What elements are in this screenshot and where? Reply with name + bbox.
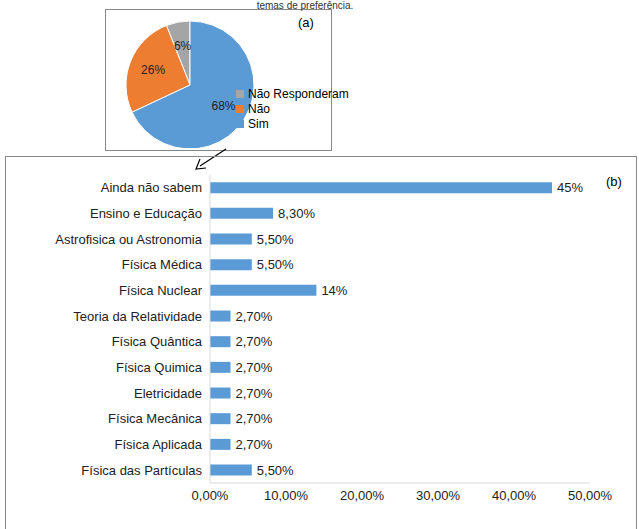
svg-text:30,00%: 30,00% xyxy=(416,488,461,503)
svg-text:Física Médica: Física Médica xyxy=(122,257,203,272)
svg-text:Física das Partículas: Física das Partículas xyxy=(81,463,202,478)
svg-text:20,00%: 20,00% xyxy=(340,488,385,503)
svg-text:5,50%: 5,50% xyxy=(257,232,294,247)
svg-text:2,70%: 2,70% xyxy=(236,360,273,375)
svg-text:45%: 45% xyxy=(557,180,583,195)
svg-text:Física Nuclear: Física Nuclear xyxy=(119,283,203,298)
svg-text:0,00%: 0,00% xyxy=(192,488,229,503)
svg-text:6%: 6% xyxy=(174,39,192,53)
svg-text:68%: 68% xyxy=(211,99,235,113)
svg-text:Eletricidade: Eletricidade xyxy=(134,386,202,401)
svg-text:5,50%: 5,50% xyxy=(257,257,294,272)
svg-text:10,00%: 10,00% xyxy=(264,488,309,503)
svg-text:8,30%: 8,30% xyxy=(278,206,315,221)
svg-text:Astrofisica ou Astronomia: Astrofisica ou Astronomia xyxy=(55,232,202,247)
html-text:Não: Não xyxy=(248,101,270,116)
svg-text:Física Aplicada: Física Aplicada xyxy=(115,437,203,452)
svg-text:Física Mecânica: Física Mecânica xyxy=(108,411,203,426)
html-text:temas de preferência.: temas de preferência. xyxy=(256,0,354,11)
svg-text:2,70%: 2,70% xyxy=(236,309,273,324)
html-text:Sim: Sim xyxy=(248,116,269,131)
svg-text:Física Quântica: Física Quântica xyxy=(112,334,203,349)
svg-text:Ainda não sabem: Ainda não sabem xyxy=(101,180,202,195)
svg-text:2,70%: 2,70% xyxy=(236,437,273,452)
svg-text:26%: 26% xyxy=(141,63,165,77)
svg-text:50,00%: 50,00% xyxy=(568,488,613,503)
svg-text:Física Quimica: Física Quimica xyxy=(116,360,203,375)
svg-text:2,70%: 2,70% xyxy=(236,386,273,401)
svg-text:Ensino e Educação: Ensino e Educação xyxy=(90,206,202,221)
html-text:Não Responderam: Não Responderam xyxy=(248,86,349,101)
svg-text:14%: 14% xyxy=(321,283,347,298)
svg-text:2,70%: 2,70% xyxy=(236,334,273,349)
html-text:(a): (a) xyxy=(298,15,314,30)
svg-text:40,00%: 40,00% xyxy=(492,488,537,503)
html-text:(b): (b) xyxy=(606,174,622,189)
svg-text:Teoria da Relatividade: Teoria da Relatividade xyxy=(73,309,202,324)
svg-text:2,70%: 2,70% xyxy=(236,411,273,426)
svg-text:5,50%: 5,50% xyxy=(257,463,294,478)
